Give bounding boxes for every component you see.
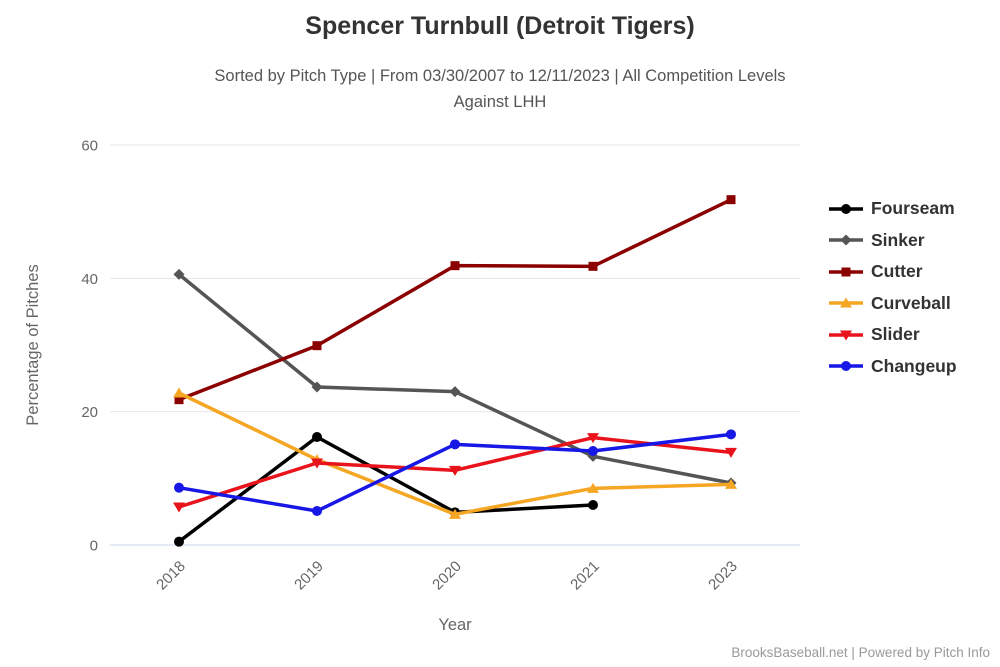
x-tick-label: 2019	[291, 558, 327, 594]
legend-label: Fourseam	[871, 198, 955, 219]
y-axis-title: Percentage of Pitches	[24, 264, 42, 425]
y-tick-label: 20	[81, 404, 98, 421]
legend-triangle-marker-icon	[829, 297, 863, 308]
legend-label: Slider	[871, 324, 920, 345]
legend-item-changeup[interactable]: Changeup	[828, 351, 957, 383]
series-cutter	[174, 195, 736, 405]
legend-circle-marker-icon	[829, 203, 863, 214]
x-tick-label: 2023	[705, 558, 741, 594]
x-tick-label: 2020	[429, 558, 465, 594]
series-sinker	[173, 268, 737, 489]
series-changeup	[174, 429, 736, 516]
x-tick-label: 2021	[567, 558, 603, 594]
series-slider	[173, 433, 737, 513]
legend-label: Changeup	[871, 355, 957, 376]
legend-circle-marker-icon	[829, 361, 863, 372]
x-axis-title: Year	[438, 616, 472, 634]
legend-item-curveball[interactable]: Curveball	[828, 288, 957, 320]
chart-title: Spencer Turnbull (Detroit Tigers)	[305, 12, 695, 40]
grid-layer: 0 20 40 60 2018 2019 2020 2021 2023	[81, 138, 800, 594]
legend: Fourseam Sinker Cutter Curveball Slider Chang…	[828, 193, 957, 382]
legend-label: Sinker	[871, 229, 925, 250]
legend-item-cutter[interactable]: Cutter	[828, 256, 957, 288]
legend-item-fourseam[interactable]: Fourseam	[828, 193, 957, 225]
legend-square-marker-icon	[829, 267, 863, 277]
y-tick-label: 40	[81, 271, 98, 288]
series-curveball	[173, 387, 737, 519]
legend-item-slider[interactable]: Slider	[828, 319, 957, 351]
legend-triangle-down-marker-icon	[829, 330, 863, 341]
footer-credit: BrooksBaseball.net | Powered by Pitch In…	[731, 645, 990, 660]
chart-subtitle-line-1: Sorted by Pitch Type | From 03/30/2007 t…	[214, 67, 786, 85]
y-tick-label: 0	[90, 538, 98, 555]
series-layer	[173, 195, 737, 547]
chart-subtitle: Sorted by Pitch Type | From 03/30/2007 t…	[0, 63, 1000, 115]
legend-label: Curveball	[871, 292, 951, 313]
legend-diamond-marker-icon	[829, 234, 863, 246]
x-tick-label: 2018	[153, 558, 189, 594]
y-tick-label: 60	[81, 138, 98, 155]
legend-item-sinker[interactable]: Sinker	[828, 225, 957, 257]
chart-subtitle-line-2: Against LHH	[453, 93, 547, 111]
legend-label: Cutter	[871, 261, 923, 282]
